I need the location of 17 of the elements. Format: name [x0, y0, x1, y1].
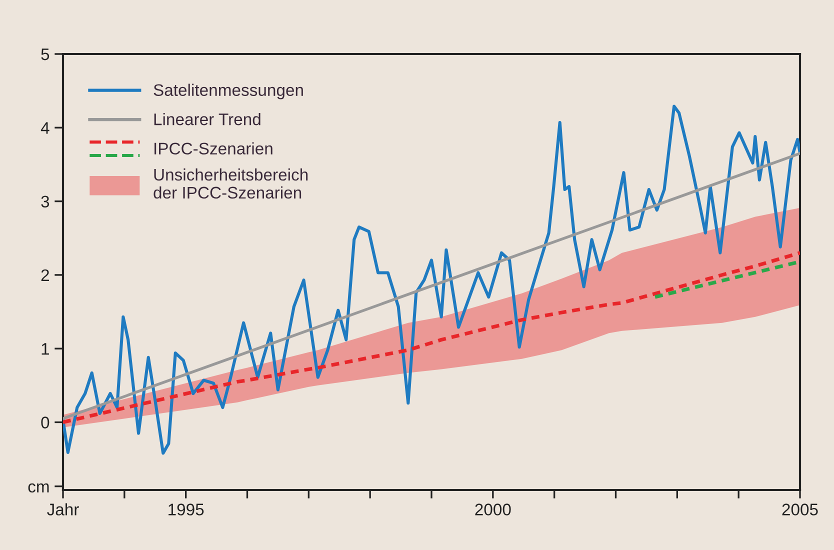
x-tick-label: 1995	[168, 504, 204, 516]
y-tick-label: 0	[41, 416, 50, 428]
legend-label: Linearer Trend	[154, 113, 260, 126]
line-series	[63, 104, 800, 455]
x-tick-label: Jahr	[47, 503, 79, 516]
x-tick-label: 2005	[782, 504, 818, 516]
y-tick-label: 1	[42, 343, 49, 355]
annotation: Unsicherheitsbereich der IPCC-Szenarien	[154, 168, 308, 199]
legend-label: Satelitenmessungen	[154, 84, 303, 100]
legend-label: IPCC-Szenarien	[154, 142, 272, 154]
y-tick-label: 2	[41, 269, 49, 281]
x-tick-label: 2000	[475, 504, 511, 516]
y-tick-label: 3	[41, 196, 50, 208]
line-series	[63, 251, 800, 424]
y-tick-label: 4	[40, 122, 50, 134]
y-tick-label: cm	[28, 483, 49, 493]
y-tick-label: 5	[41, 48, 50, 60]
